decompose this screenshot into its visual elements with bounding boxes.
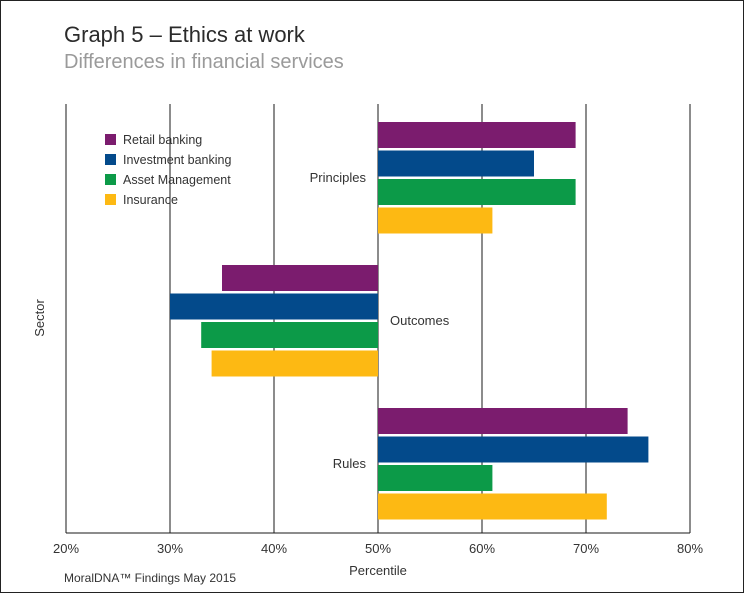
bar bbox=[201, 322, 378, 348]
x-tick-label: 30% bbox=[157, 541, 183, 556]
legend-swatch bbox=[105, 154, 116, 165]
x-tick-label: 80% bbox=[677, 541, 703, 556]
bar bbox=[378, 493, 607, 520]
bar bbox=[378, 408, 628, 434]
bar bbox=[378, 179, 576, 205]
legend-label: Insurance bbox=[123, 193, 178, 207]
chart-subtitle: Differences in financial services bbox=[64, 51, 344, 73]
legend-label: Retail banking bbox=[123, 133, 202, 147]
bar bbox=[378, 207, 493, 234]
legend-label: Asset Management bbox=[123, 173, 231, 187]
bar bbox=[378, 122, 576, 148]
category-label: Principles bbox=[310, 170, 367, 185]
bar bbox=[378, 436, 649, 463]
bar bbox=[211, 350, 378, 377]
category-label: Outcomes bbox=[390, 313, 450, 328]
legend-label: Investment banking bbox=[123, 153, 231, 167]
bar bbox=[378, 465, 493, 491]
chart-title: Graph 5 – Ethics at work bbox=[64, 22, 305, 47]
category-label: Rules bbox=[333, 456, 367, 471]
x-axis-title: Percentile bbox=[349, 563, 407, 578]
bar bbox=[170, 293, 378, 320]
legend-swatch bbox=[105, 134, 116, 145]
x-tick-label: 70% bbox=[573, 541, 599, 556]
x-tick-label: 50% bbox=[365, 541, 391, 556]
bar bbox=[378, 150, 534, 177]
x-tick-label: 20% bbox=[53, 541, 79, 556]
bar bbox=[222, 265, 378, 291]
y-axis-title: Sector bbox=[32, 299, 47, 337]
x-tick-label: 60% bbox=[469, 541, 495, 556]
legend-swatch bbox=[105, 194, 116, 205]
x-tick-label: 40% bbox=[261, 541, 287, 556]
legend-swatch bbox=[105, 174, 116, 185]
source-footnote: MoralDNA™ Findings May 2015 bbox=[64, 571, 237, 585]
